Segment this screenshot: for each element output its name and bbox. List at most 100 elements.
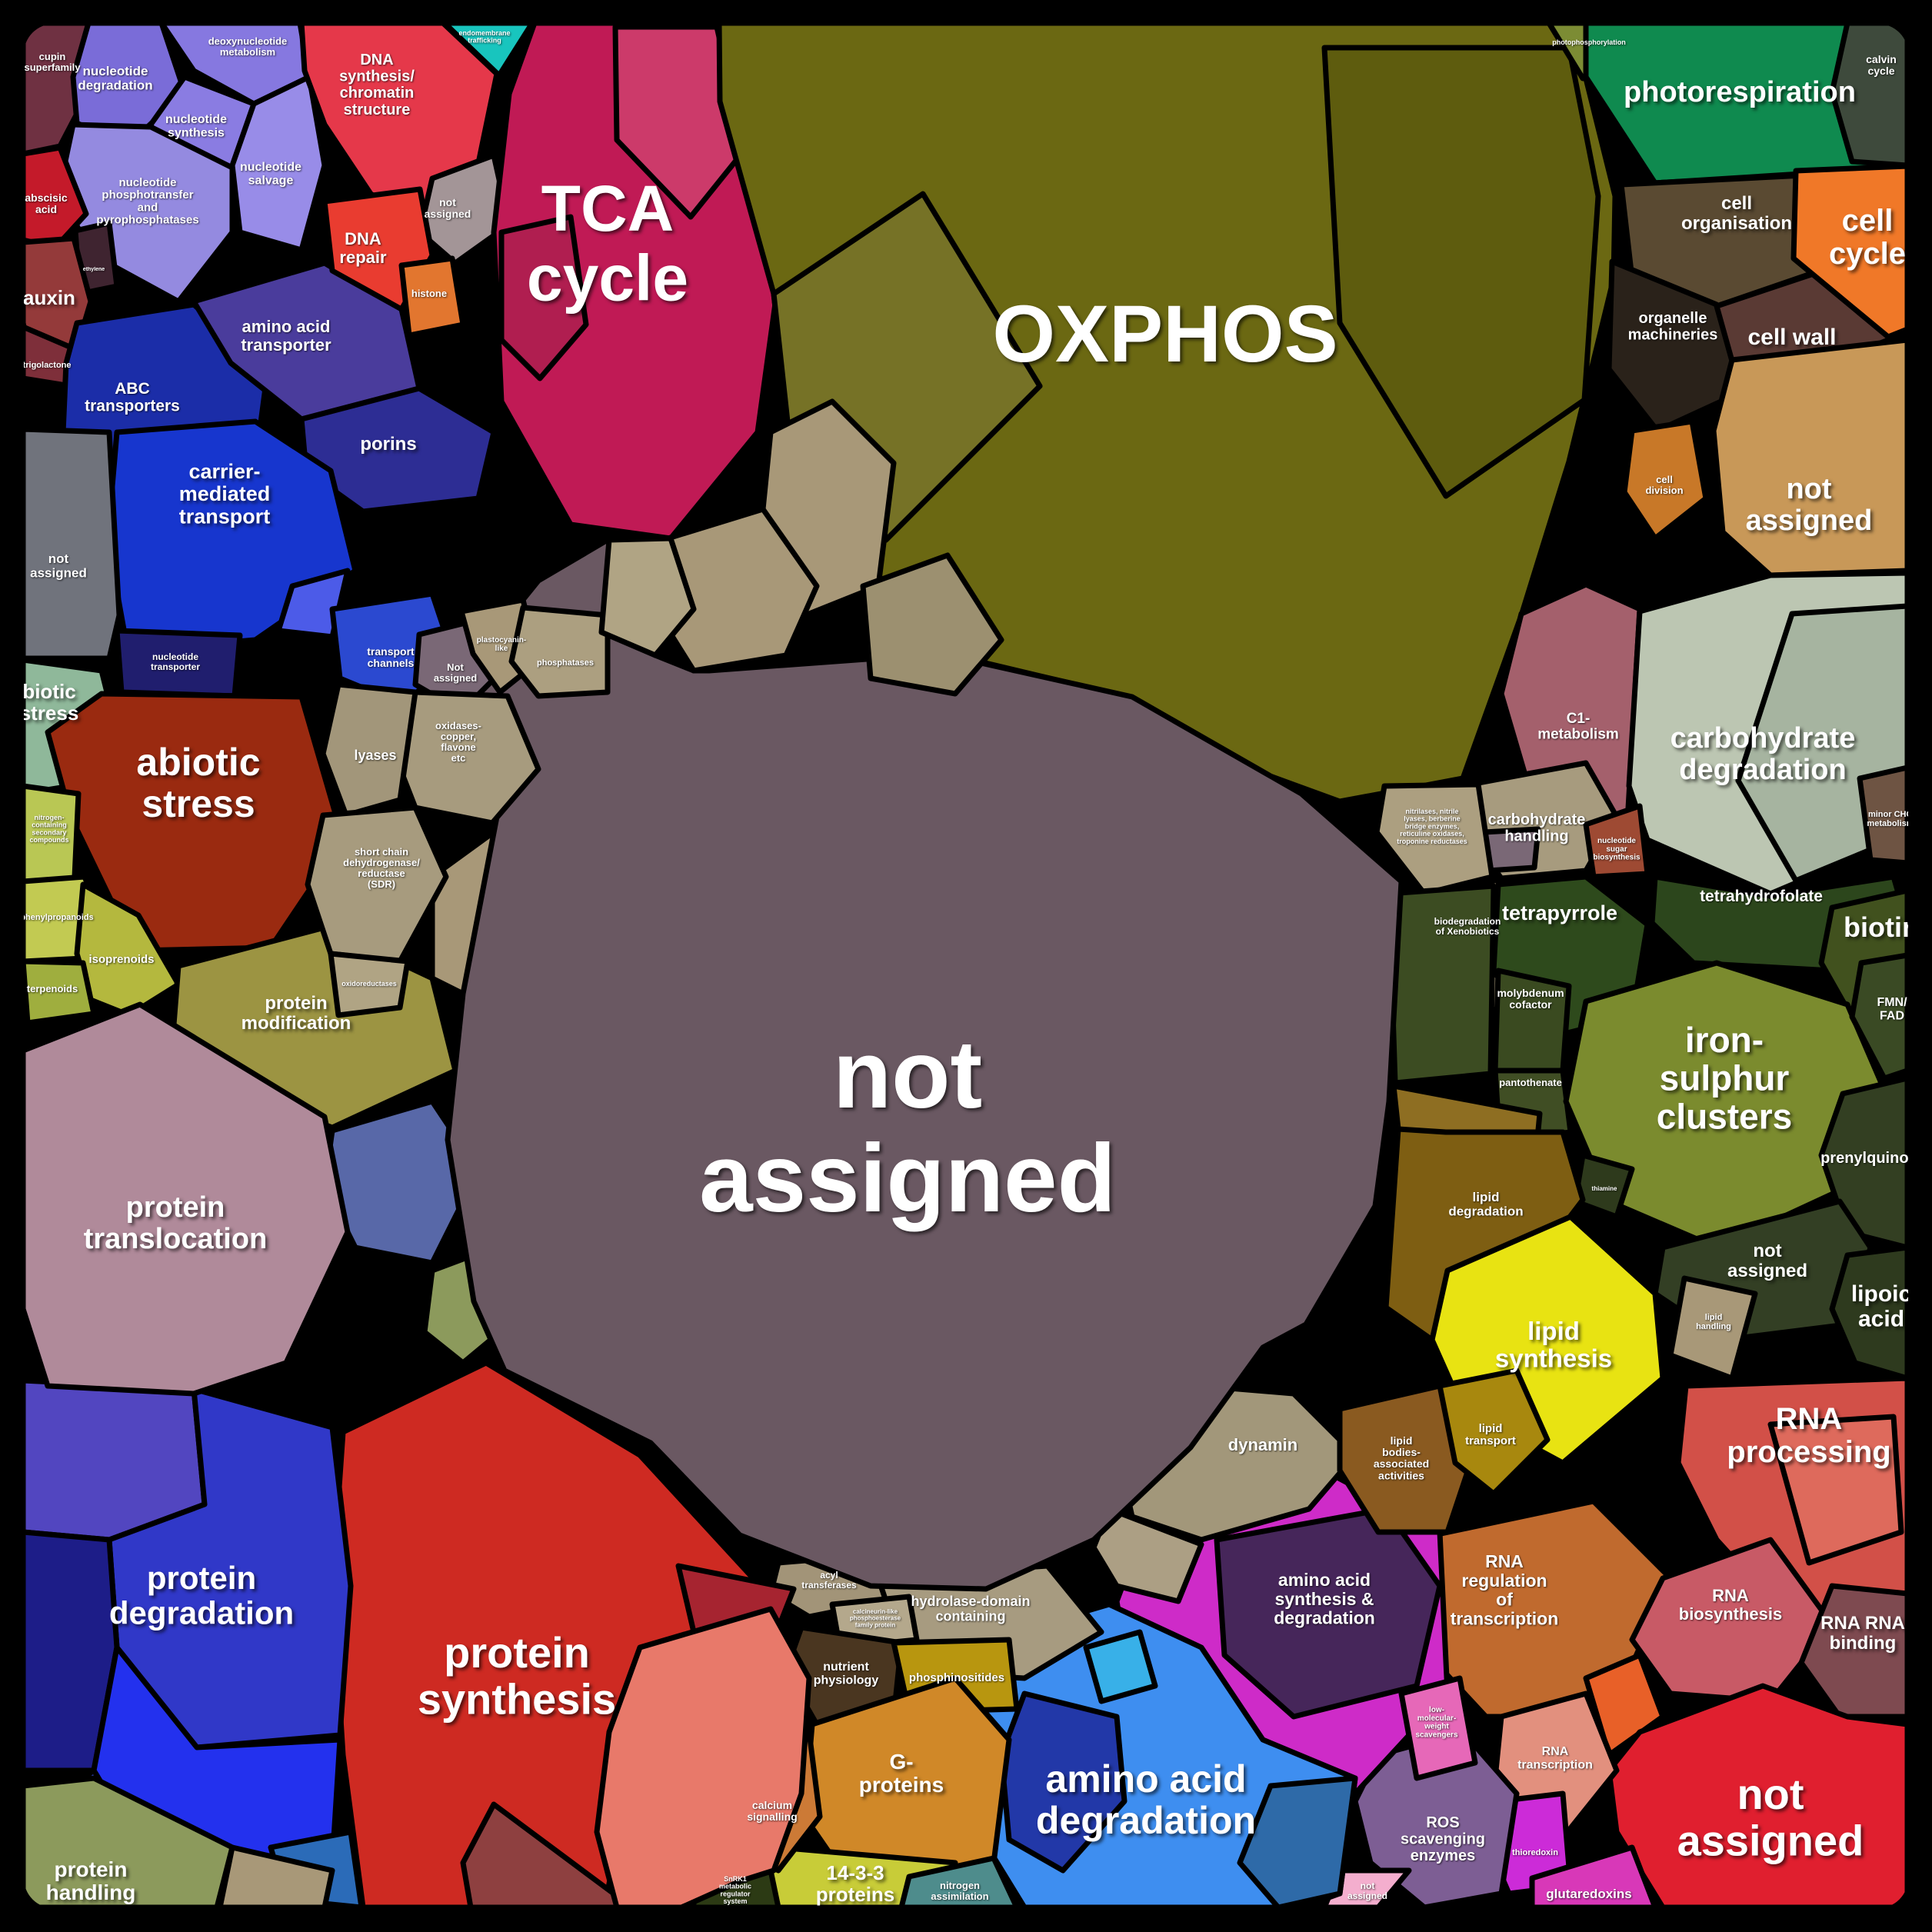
- abc-transporters-label: ABC transporters: [85, 380, 180, 415]
- phenylpropanoids-label: phenylpropanoids: [20, 913, 93, 922]
- nucleotide-phosphotransfer-label: nucleotide phosphotransfer and pyrophosphat…: [96, 176, 198, 227]
- terpenoids-cell: [20, 958, 97, 1026]
- ring-filler-b-cell: [860, 552, 1004, 697]
- tan-band-2-cell: [1091, 1506, 1204, 1604]
- dynamin-label: dynamin: [1228, 1435, 1297, 1454]
- fmn-fad-label: FMN/FAD: [1877, 996, 1907, 1022]
- ring-filler-d-cell: [598, 535, 697, 658]
- molybdenum-cofactor-cell: [1492, 968, 1572, 1074]
- protein-translocation-label: protein translocation: [84, 1191, 268, 1255]
- lipid-transport-cell: [1437, 1367, 1551, 1497]
- cell-division-cell: [1621, 418, 1709, 541]
- rna-rna-binding-cell: [1798, 1583, 1910, 1720]
- minor-cho-metabolism-label: minor CHO metabolism: [1867, 810, 1914, 828]
- oxidoreductases-label: oxidoreductases: [341, 980, 397, 988]
- not-assigned-bottomright-label: not assigned: [1677, 1770, 1864, 1864]
- nitrogen-assimilation-cell: [898, 1855, 1020, 1910]
- nucleotide-sugar-biosynthesis-cell: [1583, 803, 1651, 880]
- ethylene-label: ethylene: [83, 267, 105, 272]
- dna-repair-label: DNA repair: [339, 229, 387, 267]
- nutrient-physiology-label: nutrient physiology: [814, 1661, 879, 1687]
- isoprenoids-label: isoprenoids: [88, 953, 154, 966]
- hydrolase-domain-containing-label: hydrolase-domain containing: [911, 1594, 1030, 1624]
- protein-modification-label: protein modification: [242, 993, 351, 1034]
- lipoic-acid-label: lipoic acid: [1851, 1281, 1911, 1331]
- signalling-salmon-cell: [594, 1606, 812, 1910]
- cell-cycle-label: cell cycle: [1829, 204, 1906, 271]
- snrk1-metabolic-regulator-label: SnRK1 metabolic regulator system: [719, 1875, 751, 1905]
- organelle-machineries-cell: [1606, 258, 1747, 434]
- pantothenate-label: pantothenate: [1499, 1077, 1562, 1088]
- lipid-handling-cell: [1667, 1275, 1758, 1381]
- fourteen-three-three-proteins-label: 14-3-3 proteins: [816, 1861, 895, 1906]
- amino-acid-degradation-label: amino acid degradation: [1036, 1757, 1256, 1842]
- organelle-machineries-label: organelle machineries: [1628, 310, 1718, 344]
- rna-regulation-of-transcription-label: RNA regulation of transcription: [1451, 1551, 1559, 1629]
- lyases-cell: [320, 681, 418, 818]
- biotin-label: biotin: [1844, 911, 1919, 943]
- rna-rna-binding-label: RNA RNA binding: [1820, 1613, 1905, 1654]
- lipid-handling-label: lipid handling: [1696, 1313, 1731, 1331]
- biotic-stress-label: biotic stress: [20, 680, 79, 724]
- strigolactone-label: strigolactone: [18, 361, 71, 370]
- protein-degradation-label: protein degradation: [109, 1560, 294, 1631]
- fmn-fad-cell: [1849, 952, 1910, 1081]
- abscisic-acid-label: abscisic acid: [25, 192, 67, 215]
- histone-cell: [398, 255, 466, 338]
- lyases-label: lyases: [354, 748, 396, 763]
- cell-wall-label: cell wall: [1747, 325, 1836, 350]
- cupin-superfamily-label: cupin superfamily: [25, 51, 82, 73]
- carbohydrate-degradation-label: carbohydrate degradation: [1671, 722, 1856, 786]
- nitrogen-containing-secondary-label: nitrogen-containing secondary compounds: [30, 814, 69, 844]
- rna-transcription-label: RNA transcription: [1517, 1745, 1593, 1771]
- oxidoreductases-cell: [328, 951, 411, 1018]
- not-assigned-mauve-label: not assigned: [699, 1021, 1116, 1232]
- nucleotide-degradation-label: nucleotide degradation: [78, 64, 152, 92]
- low-molecular-weight-scavengers-label: low-molecular-weight scavengers: [1415, 1706, 1457, 1739]
- nucleotide-sugar-biosynthesis-label: nucleotide sugar biosynthesis: [1593, 837, 1641, 862]
- ros-scavenging-enzymes-label: ROS scavenging enzymes: [1401, 1814, 1485, 1864]
- lipid-degradation-label: lipid degradation: [1448, 1190, 1523, 1218]
- nucleotide-salvage-label: nucleotide salvage: [240, 161, 301, 187]
- g-proteins-label: G-proteins: [859, 1750, 944, 1797]
- photorespiration-label: photorespiration: [1624, 76, 1856, 108]
- nitrogen-assimilation-label: nitrogen assimilation: [931, 1880, 988, 1902]
- thiamine-label: thiamine: [1592, 1185, 1617, 1192]
- lipid-transport-label: lipid transport: [1465, 1422, 1516, 1447]
- rna-biosynthesis-label: RNA biosynthesis: [1679, 1586, 1782, 1624]
- dna-synthesis-chromatin-label: DNA synthesis/chromatin structure: [339, 52, 415, 118]
- oxphos-label: OXPHOS: [992, 289, 1337, 379]
- not-assigned-left-cell: [20, 426, 122, 661]
- thioredoxin-label: thioredoxin: [1512, 1848, 1558, 1857]
- nitrilases-group-label: nitrilases, nitrile lyases, berberine brid…: [1397, 808, 1467, 845]
- c1-metabolism-label: C1-metabolism: [1537, 711, 1619, 743]
- amino-acid-transporter-label: amino acid transporter: [241, 317, 331, 355]
- calcium-signalling-label: calcium signalling: [747, 1799, 797, 1823]
- amino-acid-degradation-cyan-cell: [1083, 1629, 1158, 1704]
- iron-sulphur-clusters-label: iron-sulphur clusters: [1657, 1020, 1792, 1136]
- acyl-transferases-label: acyl transferases: [801, 1570, 857, 1591]
- glutaredoxins-label: glutaredoxins: [1546, 1887, 1631, 1901]
- protein-translocation-cell: [20, 1001, 351, 1397]
- cell-cycle-cell: [1790, 163, 1910, 340]
- calcineurin-like-phosphoesterase-label: calcineurin-like phosphoesterase family pr…: [850, 1608, 901, 1628]
- prenylquinone-label: prenylquinone: [1820, 1150, 1927, 1167]
- deoxynucleotide-metabolism-label: deoxynucleotide metabolism: [208, 35, 288, 58]
- nucleotide-synthesis-label: nucleotide synthesis: [165, 113, 227, 139]
- rna-processing-sub-cell: [1767, 1414, 1904, 1566]
- histone-label: histone: [411, 288, 447, 299]
- tca-sub-1-cell: [612, 24, 748, 220]
- not-assigned-pink-label: not assigned: [1347, 1880, 1387, 1901]
- carrier-sliver-cell: [275, 568, 351, 640]
- plastocyanin-like-label: plastocyanin-like: [477, 636, 526, 653]
- abiotic-stress-label: abiotic stress: [136, 741, 260, 825]
- transport-channels-label: transport channels: [367, 645, 415, 669]
- photophosphorylation-label: photophosphorylation: [1552, 38, 1625, 46]
- protein-handling-tan-cell: [217, 1844, 335, 1910]
- carbohydrate-handling-label: carbohydrate handling: [1488, 811, 1586, 845]
- porins-label: porins: [360, 434, 416, 455]
- protein-handling-label: protein handling: [46, 1857, 136, 1904]
- biodegradation-of-xenobiotics-label: biodegradation of Xenobiotics: [1434, 916, 1501, 937]
